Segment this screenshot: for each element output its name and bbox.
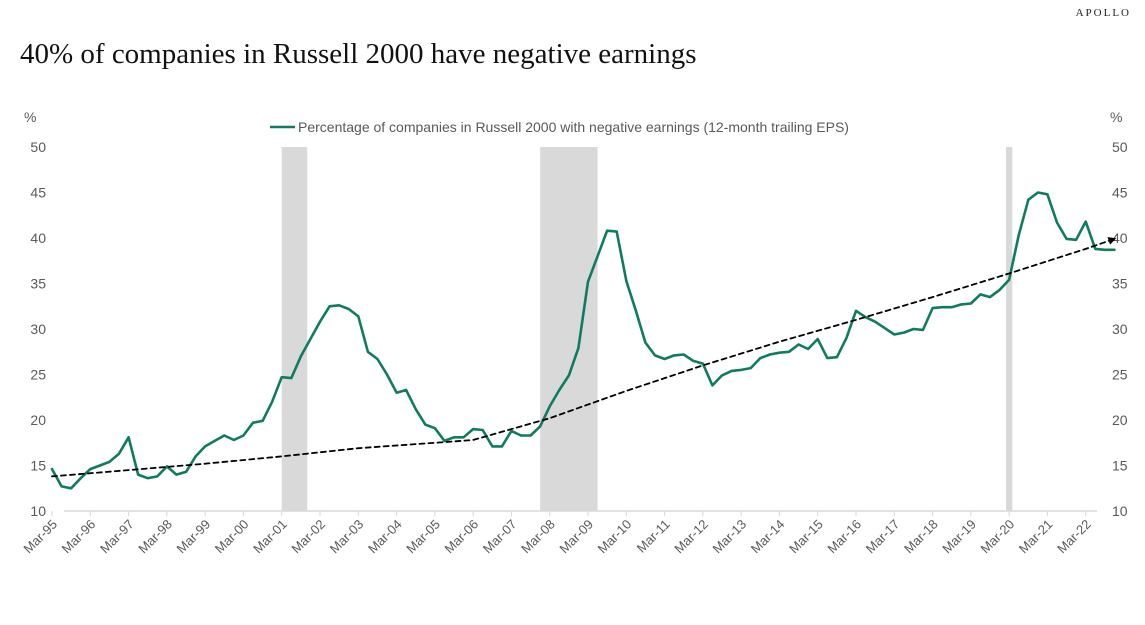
series-lines xyxy=(50,191,1117,490)
y-tick-right: 35 xyxy=(1112,276,1128,292)
x-tick-label: Mar-05 xyxy=(403,517,443,557)
x-tick-label: Mar-06 xyxy=(442,517,482,557)
y-tick-left: 35 xyxy=(30,276,46,292)
x-tick-label: Mar-07 xyxy=(480,517,520,557)
x-tick-label: Mar-96 xyxy=(59,517,99,557)
y-tick-right: 50 xyxy=(1112,139,1128,155)
x-tick-label: Mar-97 xyxy=(97,517,137,557)
x-tick-label: Mar-22 xyxy=(1054,517,1094,557)
brand-logo: APOLLO xyxy=(1075,7,1131,19)
recession-bands xyxy=(281,147,1013,511)
y-tick-right: 45 xyxy=(1112,185,1128,201)
x-tick-label: Mar-13 xyxy=(710,517,750,557)
y-axis-unit-left: % xyxy=(24,109,36,125)
recession-band-3 xyxy=(1005,147,1013,511)
y-tick-right: 15 xyxy=(1112,458,1128,474)
y-tick-left: 10 xyxy=(30,503,46,519)
page-title: 40% of companies in Russell 2000 have ne… xyxy=(20,38,697,70)
x-tick-label: Mar-18 xyxy=(901,517,941,557)
x-tick-label: Mar-95 xyxy=(20,517,60,557)
y-tick-left: 45 xyxy=(30,185,46,201)
x-tick-label: Mar-21 xyxy=(1016,517,1056,557)
y-tick-left: 25 xyxy=(30,367,46,383)
y-tick-right: 25 xyxy=(1112,367,1128,383)
x-tick-label: Mar-99 xyxy=(174,517,214,557)
trend-line-dashed xyxy=(51,237,1117,478)
y-tick-left: 20 xyxy=(30,412,46,428)
x-tick-label: Mar-20 xyxy=(978,517,1018,557)
y-tick-left: 30 xyxy=(30,321,46,337)
x-tick-label: Mar-03 xyxy=(327,517,367,557)
x-tick-label: Mar-02 xyxy=(288,517,328,557)
x-tick-label: Mar-16 xyxy=(824,517,864,557)
x-tick-label: Mar-98 xyxy=(135,517,175,557)
x-tick-label: Mar-11 xyxy=(634,517,673,556)
x-tick-label: Mar-17 xyxy=(863,517,903,557)
x-tick-label: Mar-12 xyxy=(671,517,711,557)
y-tick-right: 20 xyxy=(1112,412,1128,428)
y-tick-left: 40 xyxy=(30,230,46,246)
legend-label: Percentage of companies in Russell 2000 … xyxy=(298,119,849,135)
x-tick-label: Mar-01 xyxy=(250,517,290,557)
x-tick-label: Mar-00 xyxy=(212,517,252,557)
recession-band-1 xyxy=(281,147,308,511)
y-tick-right: 10 xyxy=(1112,503,1128,519)
x-tick-label: Mar-10 xyxy=(595,517,635,557)
x-tick-label: Mar-15 xyxy=(786,517,826,557)
recession-band-2 xyxy=(540,147,598,511)
x-tick-label: Mar-19 xyxy=(939,517,979,557)
y-tick-left: 50 xyxy=(30,139,46,155)
series-line-negative-earnings xyxy=(50,191,1116,490)
x-tick-label: Mar-08 xyxy=(518,517,558,557)
y-axis-unit-right: % xyxy=(1110,109,1122,125)
x-tick-label: Mar-09 xyxy=(556,517,596,557)
y-tick-left: 15 xyxy=(30,458,46,474)
y-tick-right: 40 xyxy=(1112,230,1128,246)
y-tick-right: 30 xyxy=(1112,321,1128,337)
x-tick-label: Mar-14 xyxy=(748,517,788,557)
x-tick-label: Mar-04 xyxy=(365,517,405,557)
legend: Percentage of companies in Russell 2000 … xyxy=(270,119,849,135)
